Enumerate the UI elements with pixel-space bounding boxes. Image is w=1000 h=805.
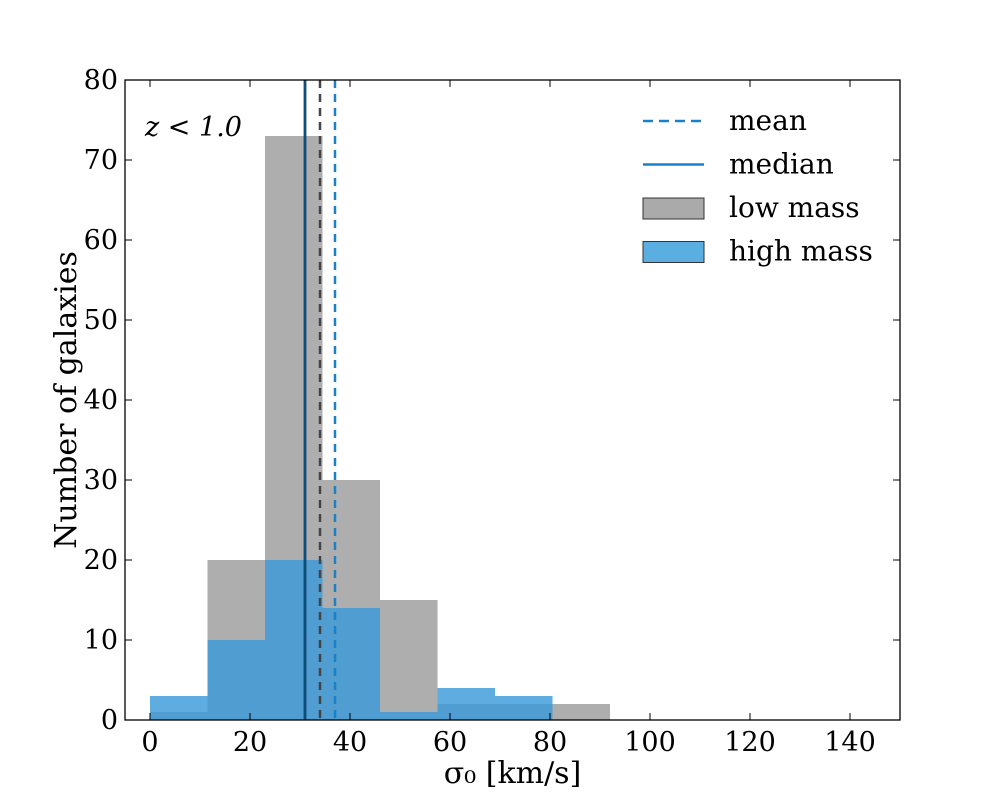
- legend-swatch-high-mass: [642, 241, 705, 263]
- legend-label-high-mass: high mass: [729, 235, 873, 268]
- bar-high-mass-0: [150, 696, 208, 720]
- bar-high-mass-6: [495, 696, 553, 720]
- bar-low-mass-4: [380, 600, 438, 720]
- bar-high-mass-1: [207, 640, 265, 720]
- y-tick-label: 30: [84, 465, 118, 496]
- x-tick-label: 100: [624, 727, 676, 758]
- bar-high-mass-4: [380, 712, 438, 720]
- y-tick-label: 50: [84, 305, 118, 336]
- legend: mean median low mass high mass: [642, 104, 873, 268]
- x-tick-label: 20: [233, 727, 267, 758]
- y-tick-label: 80: [84, 65, 118, 96]
- x-tick-label: 80: [533, 727, 567, 758]
- reference-lines-layer: [303, 80, 337, 720]
- y-tick-label: 10: [84, 625, 118, 656]
- x-axis-title: σ₀ [km/s]: [444, 756, 582, 791]
- legend-label-low-mass: low mass: [729, 191, 860, 224]
- x-tick-label: 40: [333, 727, 367, 758]
- legend-label-median: median: [729, 148, 834, 181]
- x-tick-label: 60: [433, 727, 467, 758]
- x-tick-label: 0: [141, 727, 158, 758]
- y-axis-title: Number of galaxies: [49, 251, 84, 549]
- bars-layer: [150, 136, 610, 720]
- redshift-annotation: z < 1.0: [144, 112, 242, 143]
- y-tick-label: 20: [84, 545, 118, 576]
- legend-swatch-low-mass: [642, 197, 705, 220]
- bar-low-mass-7: [552, 704, 610, 720]
- x-tick-label: 140: [824, 727, 876, 758]
- y-tick-label: 70: [84, 145, 118, 176]
- ticks-layer: 0 20 40 60 80 100 120 140 0 10 20 30 40 50 60 70 80: [84, 65, 900, 758]
- bar-high-mass-3: [322, 608, 380, 720]
- bar-high-mass-5: [437, 688, 495, 720]
- x-tick-label: 120: [724, 727, 776, 758]
- bar-high-mass-2: [265, 560, 323, 720]
- y-tick-label: 40: [84, 385, 118, 416]
- legend-label-mean: mean: [729, 104, 807, 137]
- y-tick-label: 60: [84, 225, 118, 256]
- y-tick-label: 0: [101, 705, 118, 736]
